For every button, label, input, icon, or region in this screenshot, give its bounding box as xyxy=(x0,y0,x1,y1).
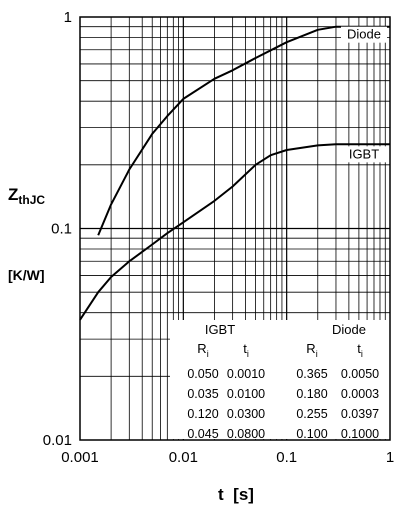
table-cell: 0.255 xyxy=(296,407,327,421)
table-cell: 0.365 xyxy=(296,367,327,381)
table-cell: 0.045 xyxy=(187,427,218,441)
parameter-table-background xyxy=(170,320,391,439)
x-axis-label: t [s] xyxy=(218,485,254,504)
table-cell: 0.0003 xyxy=(341,387,379,401)
parameter-table: IGBT Diode Ri ti Ri ti 0.050 0.0010 0.365 0.0050 0… xyxy=(170,320,391,441)
table-column-header-subscript: i xyxy=(316,349,318,359)
series-line-igbt xyxy=(79,143,390,321)
x-tick-label: 0.1 xyxy=(276,449,297,466)
series-label-background xyxy=(341,146,387,163)
table-column-header-subscript: i xyxy=(207,349,209,359)
table-column-header: ti xyxy=(243,341,249,359)
x-tick-label: 1 xyxy=(386,449,394,466)
table-cell: 0.1000 xyxy=(341,427,379,441)
y-axis-label-main: Z xyxy=(8,185,18,204)
y-tick-label: 1 xyxy=(64,9,72,26)
table-column-header-subscript: i xyxy=(247,349,249,359)
y-axis-label-subscript: thJC xyxy=(18,193,45,207)
table-column-header: Ri xyxy=(306,341,317,359)
table-cell: 0.120 xyxy=(187,407,218,421)
y-tick-label: 0.1 xyxy=(51,221,72,238)
table-column-header: ti xyxy=(357,341,363,359)
table-cell: 0.0100 xyxy=(227,387,265,401)
table-cell: 0.0050 xyxy=(341,367,379,381)
series-label: Diode xyxy=(347,27,381,42)
y-axis-unit: [K/W] xyxy=(8,267,45,283)
series-label-background xyxy=(341,26,387,43)
table-cell: 0.0300 xyxy=(227,407,265,421)
table-cell: 0.0397 xyxy=(341,407,379,421)
table-cell: 0.0010 xyxy=(227,367,265,381)
table-cell: 0.050 xyxy=(187,367,218,381)
x-tick-label: 0.01 xyxy=(169,449,198,466)
table-column-header: Ri xyxy=(197,341,208,359)
series-line-diode xyxy=(97,25,390,236)
table-cell: 0.0800 xyxy=(227,427,265,441)
table-cell: 0.100 xyxy=(296,427,327,441)
x-tick-label: 0.001 xyxy=(61,449,99,466)
table-cell: 0.180 xyxy=(296,387,327,401)
table-column-header-subscript: i xyxy=(361,349,363,359)
curves: Diode IGBT xyxy=(79,25,390,321)
table-group-header: IGBT xyxy=(205,322,235,337)
table-cell: 0.035 xyxy=(187,387,218,401)
table-group-header: Diode xyxy=(332,322,366,337)
plot-frame xyxy=(79,16,391,441)
y-tick-label: 0.01 xyxy=(43,432,72,449)
tick-labels: 0.001 0.01 0.1 10.010.11 xyxy=(43,9,394,466)
y-axis-label: ZthJC xyxy=(8,185,45,207)
series-label: IGBT xyxy=(349,146,379,161)
